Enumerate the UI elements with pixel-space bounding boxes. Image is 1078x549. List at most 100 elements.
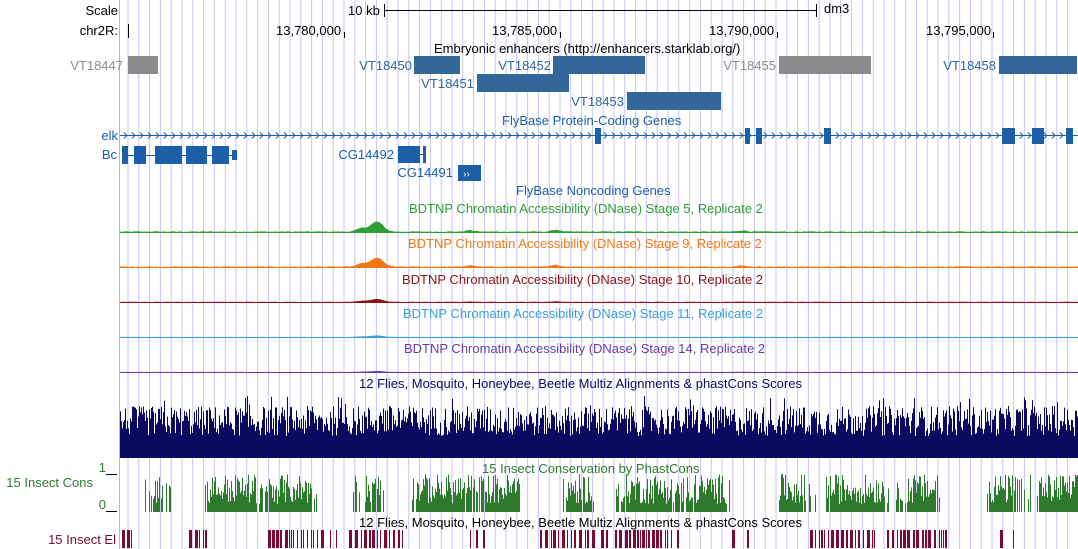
multiz-bar: [950, 415, 951, 458]
multiz-bar: [854, 433, 855, 458]
elk-exon[interactable]: [824, 128, 831, 144]
elements-track[interactable]: [122, 530, 1014, 548]
multiz-bar: [965, 419, 966, 458]
conserved-element: [592, 530, 595, 548]
multiz-bar: [509, 432, 510, 458]
bc-exon[interactable]: [232, 150, 237, 160]
bc-exon[interactable]: [122, 146, 128, 164]
enhancer-track[interactable]: [128, 56, 1077, 110]
multiz-bar: [572, 434, 573, 458]
multiz-bar: [337, 427, 338, 458]
multiz-bar: [1008, 406, 1009, 458]
cg14491-exon[interactable]: [458, 165, 481, 181]
gene-label-cg14491[interactable]: CG14491: [397, 165, 453, 180]
multiz-bar: [722, 408, 723, 458]
cons-bar: [714, 499, 715, 512]
elk-exon[interactable]: [1066, 128, 1073, 144]
multiz-bar: [329, 430, 330, 458]
multiz-bar: [701, 420, 702, 458]
multiz-bar: [853, 418, 854, 458]
strand-arrow: [259, 132, 264, 139]
elk-exon[interactable]: [745, 128, 750, 144]
multiz-bar: [159, 409, 160, 458]
cons-bar: [838, 476, 839, 512]
cons-bar: [505, 493, 506, 512]
multiz-bar: [609, 429, 610, 458]
multiz-bar: [772, 425, 773, 458]
enhancer-label-vt18450[interactable]: VT18450: [359, 58, 412, 73]
cons-track[interactable]: [145, 474, 1078, 512]
multiz-track[interactable]: [120, 396, 1078, 458]
multiz-bar: [368, 407, 369, 458]
cons-bar: [863, 494, 864, 512]
multiz-bar: [849, 414, 850, 458]
strand-arrow: [371, 132, 376, 139]
multiz-bar: [176, 411, 177, 458]
enhancer-vt18452[interactable]: [553, 56, 645, 74]
multiz-bar: [553, 415, 554, 458]
multiz-bar: [670, 434, 671, 458]
enhancer-label-vt18452[interactable]: VT18452: [498, 58, 551, 73]
cons-bar: [649, 493, 650, 512]
cons-bar: [626, 474, 627, 512]
multiz-bar: [864, 429, 865, 458]
cons-bar: [234, 501, 235, 512]
multiz-bar: [1044, 407, 1045, 458]
conserved-element: [558, 530, 559, 548]
multiz-bar: [805, 433, 806, 458]
bc-exon[interactable]: [212, 146, 229, 164]
cons-bar: [515, 492, 516, 512]
multiz-bar: [353, 408, 354, 458]
gene-label-bc[interactable]: Bc: [101, 147, 117, 162]
multiz-bar: [515, 426, 516, 458]
multiz-bar: [164, 400, 165, 458]
cons-side-label[interactable]: 15 Insect Cons: [6, 475, 93, 490]
cons-bar: [996, 494, 997, 512]
elements-side-label[interactable]: 15 Insect El: [48, 532, 116, 547]
cons-bar: [568, 482, 569, 512]
conserved-element: [619, 530, 622, 548]
multiz-bar: [856, 430, 857, 458]
enhancer-vt18450[interactable]: [414, 56, 460, 74]
multiz-bar: [200, 419, 201, 458]
enhancer-vt18447[interactable]: [128, 56, 158, 74]
multiz-bar: [185, 416, 186, 458]
cons-bar: [1005, 474, 1006, 512]
gene-label-elk[interactable]: elk: [101, 128, 118, 143]
enhancer-label-vt18447[interactable]: VT18447: [70, 58, 123, 73]
multiz-bar: [992, 419, 993, 458]
multiz-bar: [202, 434, 203, 458]
elk-exon[interactable]: [1002, 128, 1015, 144]
cg14492-exon[interactable]: [423, 146, 426, 163]
ruler-track[interactable]: [128, 4, 994, 38]
elk-exon[interactable]: [595, 128, 601, 144]
enhancer-vt18455[interactable]: [779, 56, 871, 74]
cons-bar: [479, 477, 480, 512]
bc-exon[interactable]: [134, 146, 146, 164]
cons-bar: [667, 487, 668, 512]
enhancer-label-vt18451[interactable]: VT18451: [421, 76, 474, 91]
multiz-bar: [1055, 428, 1056, 458]
enhancer-label-vt18455[interactable]: VT18455: [723, 58, 776, 73]
cons-bar: [826, 477, 827, 512]
enhancer-label-vt18458[interactable]: VT18458: [943, 58, 996, 73]
multiz-bar: [414, 412, 415, 458]
enhancer-vt18458[interactable]: [999, 56, 1077, 74]
cons-bar: [630, 494, 631, 512]
bc-exon[interactable]: [186, 146, 207, 164]
cons-bar: [788, 482, 789, 512]
dnase-tracks[interactable]: [120, 221, 1078, 373]
enhancer-vt18451[interactable]: [477, 74, 569, 92]
multiz-bar: [552, 414, 553, 458]
cons-bar: [460, 478, 461, 512]
elk-exon[interactable]: [756, 128, 762, 144]
cons-bar: [651, 498, 652, 512]
cons-bar: [423, 479, 424, 512]
gene-label-cg14492[interactable]: CG14492: [338, 147, 394, 162]
enhancer-label-vt18453[interactable]: VT18453: [571, 94, 624, 109]
elk-exon[interactable]: [1032, 128, 1044, 144]
gene-track[interactable]: ››: [120, 128, 1078, 181]
bc-exon[interactable]: [155, 146, 182, 164]
cg14492-exon[interactable]: [398, 146, 420, 163]
enhancer-vt18453[interactable]: [627, 92, 721, 110]
